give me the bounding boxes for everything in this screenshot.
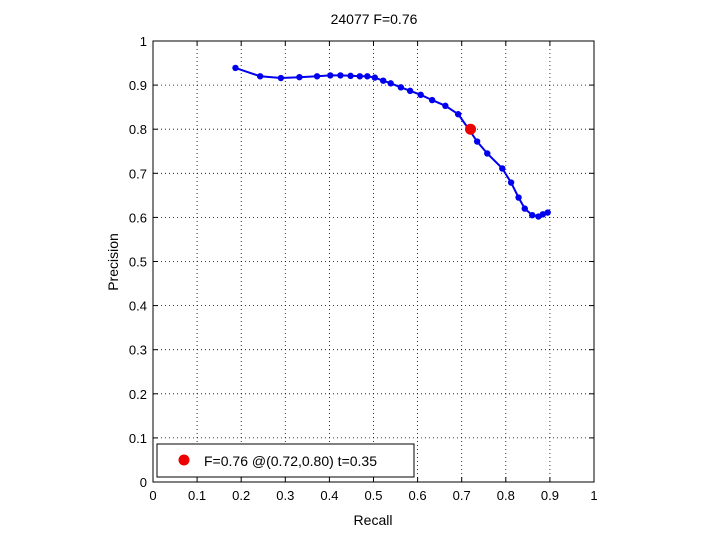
pr-curve-point bbox=[499, 165, 506, 172]
chart-title: 24077 F=0.76 bbox=[331, 11, 418, 27]
pr-curve-point bbox=[232, 64, 239, 72]
y-tick-label: 0.8 bbox=[129, 122, 147, 137]
pr-curve-point bbox=[256, 73, 264, 80]
pr-curve-point bbox=[387, 80, 394, 87]
tick-layer: 0 0.1 0.2 0.3 0.4 0.5 0.6 0.7 0.8 0.9 1 0 0.1 0.2 0.3 0… bbox=[129, 34, 598, 503]
pr-curve-point bbox=[327, 72, 334, 79]
pr-curve-point bbox=[428, 96, 436, 104]
y-tick-label: 0.1 bbox=[129, 431, 147, 446]
pr-curve-point bbox=[313, 73, 321, 80]
y-tick-label: 0 bbox=[140, 475, 147, 490]
pr-curve-point bbox=[484, 150, 491, 157]
y-tick-label: 1 bbox=[140, 34, 147, 49]
y-tick-label: 0.2 bbox=[129, 387, 147, 402]
x-tick-label: 0.4 bbox=[320, 488, 338, 503]
pr-curve-point bbox=[397, 84, 405, 91]
legend-box bbox=[156, 443, 415, 478]
y-tick-label: 0.6 bbox=[129, 210, 147, 225]
x-tick-label: 0.8 bbox=[497, 488, 515, 503]
pr-curve-point bbox=[371, 74, 379, 81]
pr-curve-point bbox=[521, 205, 528, 212]
pr-curve-point bbox=[406, 87, 414, 95]
y-tick-label: 0.9 bbox=[129, 78, 147, 93]
pr-curve-point bbox=[417, 91, 424, 99]
pr-curve-point bbox=[539, 211, 547, 218]
x-tick-label: 0 bbox=[149, 488, 156, 503]
pr-curve-point bbox=[454, 111, 462, 118]
x-tick-label: 0.2 bbox=[232, 488, 250, 503]
x-tick-label: 0.6 bbox=[409, 488, 427, 503]
pr-curve-point bbox=[277, 74, 285, 82]
pr-curve-point bbox=[380, 77, 387, 84]
x-axis-label: Recall bbox=[354, 512, 393, 528]
series-layer bbox=[232, 64, 551, 220]
y-tick-label: 0.7 bbox=[129, 166, 147, 181]
pr-curve-point bbox=[544, 209, 551, 216]
y-axis-label: Precision bbox=[105, 233, 121, 291]
x-tick-label: 0.7 bbox=[453, 488, 471, 503]
legend: F=0.76 @(0.72,0.80) t=0.35 bbox=[156, 443, 415, 478]
y-tick-label: 0.3 bbox=[129, 343, 147, 358]
pr-curve-point bbox=[507, 179, 515, 186]
pr-curve-point bbox=[442, 102, 449, 110]
pr-curve-point bbox=[337, 72, 344, 79]
highlight-layer bbox=[465, 123, 477, 135]
pr-curve-point bbox=[515, 194, 522, 201]
pr-curve-point bbox=[356, 73, 364, 80]
y-tick-label: 0.4 bbox=[129, 299, 147, 314]
pr-curve-line bbox=[235, 66, 549, 218]
y-tick-label: 0.5 bbox=[129, 255, 147, 270]
x-tick-label: 0.1 bbox=[188, 488, 206, 503]
legend-label: F=0.76 @(0.72,0.80) t=0.35 bbox=[204, 453, 377, 469]
x-tick-label: 0.3 bbox=[276, 488, 294, 503]
best-f-point bbox=[465, 123, 477, 135]
pr-curve-point bbox=[296, 73, 303, 81]
pr-curve-point bbox=[529, 211, 536, 219]
pr-curve-point bbox=[473, 138, 481, 145]
x-tick-label: 1 bbox=[590, 488, 597, 503]
pr-curve-point bbox=[347, 72, 354, 80]
legend-marker bbox=[178, 454, 190, 466]
x-tick-label: 0.5 bbox=[364, 488, 382, 503]
x-tick-label: 0.9 bbox=[541, 488, 559, 503]
grid-layer bbox=[153, 41, 594, 482]
pr-curve-point bbox=[364, 73, 371, 80]
